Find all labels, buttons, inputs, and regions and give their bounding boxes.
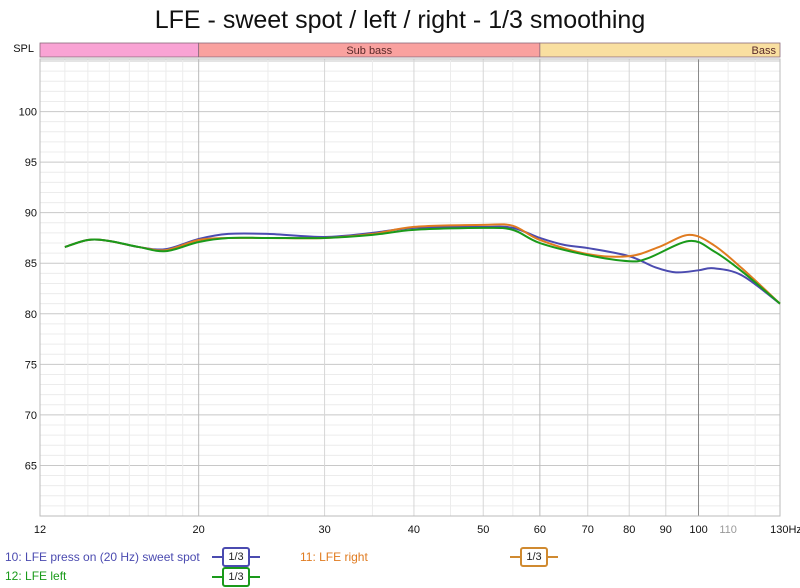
plot-frame: [39, 58, 781, 517]
x-tick-label: 12: [34, 524, 46, 536]
x-tick-label: 60: [534, 524, 546, 536]
legend-label-sweet-spot[interactable]: 10: LFE press on (20 Hz) sweet spot: [5, 550, 200, 564]
x-tick-label: 20: [193, 524, 205, 536]
x-tick-label: 30: [318, 524, 330, 536]
x-tick-label: 70: [582, 524, 594, 536]
y-tick-label: 100: [19, 107, 37, 119]
y-tick-label: 85: [25, 258, 37, 270]
y-tick-label: 70: [25, 410, 37, 422]
y-tick-label: 90: [25, 208, 37, 220]
x-tick-label: 40: [408, 524, 420, 536]
chart-title: LFE - sweet spot / left / right - 1/3 sm…: [154, 6, 646, 34]
x-tick-label: 110: [719, 524, 737, 536]
y-tick-label: 80: [25, 309, 37, 321]
band-label-2: Bass: [752, 45, 777, 57]
smoothing-badge-right[interactable]: 1/3: [510, 547, 558, 567]
x-tick-label: 130Hz: [770, 524, 800, 536]
series-line-2: [64, 226, 781, 305]
band-0: [39, 42, 200, 58]
x-tick-label: 50: [477, 524, 489, 536]
x-tick-label: 100: [689, 524, 707, 536]
y-tick-label: 95: [25, 157, 37, 169]
smoothing-badge-left[interactable]: 1/3: [212, 567, 260, 587]
x-tick-label: 80: [623, 524, 635, 536]
y-tick-label: 65: [25, 460, 37, 472]
y-axis-label: SPL: [13, 43, 34, 55]
x-tick-label: 90: [660, 524, 672, 536]
band-2: [539, 42, 781, 58]
series-line-0: [64, 225, 781, 305]
smoothing-badge-sweet-spot[interactable]: 1/3: [212, 547, 260, 567]
legend-label-right[interactable]: 11: LFE right: [300, 550, 368, 564]
y-tick-label: 75: [25, 359, 37, 371]
band-label-1: Sub bass: [346, 45, 392, 57]
series-line-1: [64, 223, 781, 305]
legend-label-left[interactable]: 12: LFE left: [5, 569, 67, 583]
